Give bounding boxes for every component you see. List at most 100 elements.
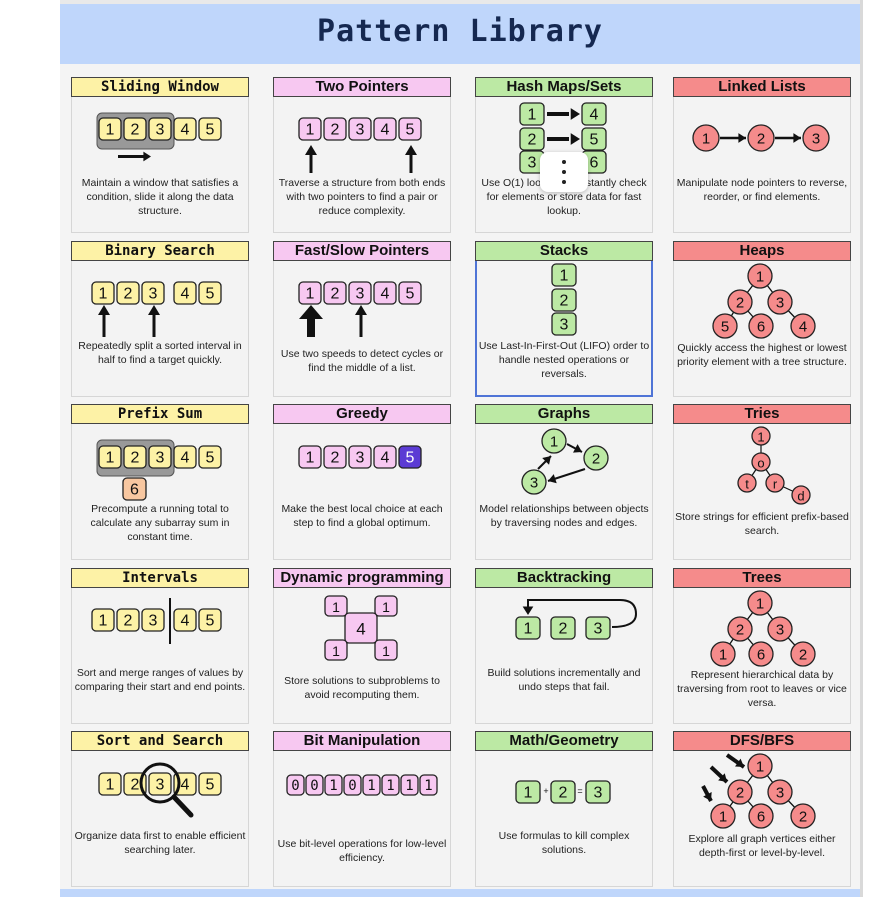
arrow-icon [735,758,744,767]
cell-value: 3 [528,155,537,172]
dp-cell [324,595,348,617]
arrow-icon [570,133,580,145]
node [767,616,793,642]
node-value: 2 [592,451,600,468]
card-title: Hash Maps/Sets [475,77,653,97]
pattern-card-prefix-sum[interactable] [71,412,249,560]
cell-value: 1 [382,643,390,659]
array-cell [519,102,545,126]
bit-cell [381,774,400,796]
card-title: Linked Lists [673,77,851,97]
card-title: Binary Search [71,241,249,261]
more-options-dot [562,170,566,174]
array-cell [519,127,545,151]
cell-value: 5 [406,286,415,303]
node-value: 3 [812,131,820,148]
array-cell [298,117,322,141]
scroll-edge [860,0,863,897]
node-value: t [745,477,749,492]
cell-value: 1 [99,613,108,630]
magnifier-handle [171,794,194,818]
pointer-arrow-head [148,305,160,315]
cell-value: 1 [306,450,315,467]
pointer-arrow [102,313,106,337]
array-cell [348,445,372,469]
array-cell [348,117,372,141]
node-value: 2 [757,131,765,148]
pattern-card-dynamic-programming[interactable] [273,576,451,724]
array-cell [550,616,576,640]
node [712,313,738,339]
more-options-dot [562,180,566,184]
cell-value: 2 [124,286,133,303]
array-cell [373,281,397,305]
node-value: 3 [776,295,784,312]
more-options-dot [562,160,566,164]
cell-value: 1 [332,643,340,659]
cell-value: 4 [356,620,365,639]
card-description: Model relationships between objects by t… [479,503,649,529]
cell-value: 4 [381,122,390,139]
pattern-card-math-geometry[interactable] [475,739,653,887]
array-cell [141,281,165,305]
pattern-card-bit-manipulation[interactable] [273,739,451,887]
page-title: Pattern Library [317,14,603,49]
array-cell [551,263,577,287]
node-value: 1 [756,596,764,613]
node [790,641,816,667]
node-value: 6 [757,319,765,336]
node-value: 2 [736,622,744,639]
node-value: 2 [799,647,807,664]
cell-value: 3 [594,621,603,638]
card-description: Use Last-In-First-Out (LIFO) order to ha… [478,340,650,380]
pointer-arrow [309,153,313,173]
card-description: Manipulate node pointers to reverse, reo… [676,177,848,203]
cell-value: 6 [590,155,599,172]
pattern-card-sliding-window[interactable] [71,85,249,233]
card-title: Greedy [273,404,451,424]
pattern-card-intervals[interactable] [71,576,249,724]
card-title: Intervals [71,568,249,588]
pattern-card-linked-lists[interactable] [673,85,851,233]
array-cell [173,117,197,141]
cell-value: 3 [560,317,569,334]
slide-arrow [118,155,144,158]
card-description: Precompute a running total to calculate … [90,503,230,543]
cell-value: 0 [310,778,318,794]
array-cell [551,288,577,312]
cell-value: 1 [329,778,337,794]
pointer-arrow-head [305,145,317,155]
array-cell [585,780,611,804]
node [748,803,774,829]
arrow-icon [542,456,551,465]
node [747,590,773,616]
arrow-icon [703,792,712,801]
node [791,485,811,505]
bit-cell [305,774,324,796]
node-value: 1 [756,269,764,286]
card-description: Explore all graph vertices either depth-… [688,833,836,859]
cell-value: 0 [348,778,356,794]
node [727,289,753,315]
cell-value: 2 [331,286,340,303]
array-cell [323,445,347,469]
node [737,473,757,493]
cell-value: 4 [181,450,190,467]
node-value: 4 [799,319,807,336]
cell-value: 1 [382,599,390,615]
node [802,124,830,152]
node-value: 1 [719,809,727,826]
node-value: 3 [776,622,784,639]
cell-value: 4 [381,450,390,467]
cell-value: 4 [590,107,599,124]
node-value: 1 [550,434,558,451]
more-options-icon[interactable] [540,152,588,192]
card-description: Use bit-level operations for low-level e… [277,838,447,864]
card-description: Represent hierarchical data by traversin… [677,669,847,709]
card-description: Store strings for efficient prefix-based… [675,511,849,537]
pattern-card-binary-search[interactable] [71,249,249,397]
pattern-card-two-pointers[interactable] [273,85,451,233]
card-title: Tries [673,404,851,424]
cell-value: 1 [528,107,537,124]
